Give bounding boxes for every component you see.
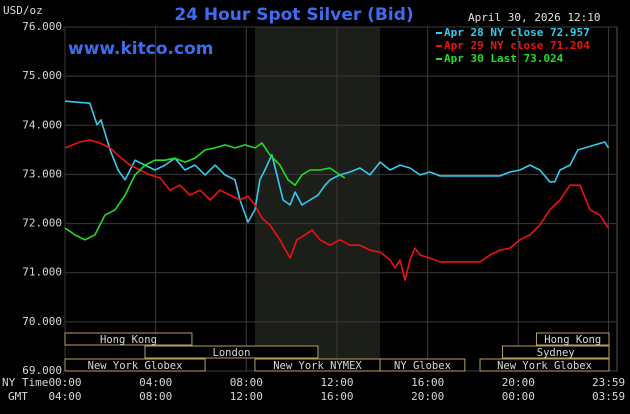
session-box [479, 358, 610, 372]
x-axis-label: NY Time [2, 376, 48, 389]
session-shade [254, 27, 381, 371]
y-tick-label: 73.000 [22, 167, 62, 180]
legend-entry: Apr 30 Last 73.024 [444, 52, 564, 65]
y-tick-label: 76.000 [22, 20, 62, 33]
x2-tick-label: 08:00 [139, 390, 172, 403]
session-box [501, 345, 610, 359]
series-line [64, 142, 346, 241]
x-tick-label: 00:00 [48, 376, 81, 389]
session-label: Sydney [537, 347, 575, 359]
y-tick-label: 72.000 [22, 217, 62, 230]
x-tick-label: 04:00 [139, 376, 172, 389]
session-box [379, 358, 466, 372]
y-tick-label: 74.000 [22, 118, 62, 131]
legend-entry: Apr 28 NY close 72.957 [444, 26, 590, 39]
y-tick-label: 75.000 [22, 69, 62, 82]
x2-tick-label: 12:00 [230, 390, 263, 403]
x-tick-label: 12:00 [320, 376, 353, 389]
x2-tick-label: 03:59 [592, 390, 625, 403]
x2-tick-label: 16:00 [320, 390, 353, 403]
x2-tick-label: 04:00 [48, 390, 81, 403]
session-label: New York NYMEX [273, 360, 362, 372]
series-line [64, 139, 610, 281]
chart-title: 24 Hour Spot Silver (Bid) [174, 5, 413, 25]
y-tick-label: 71.000 [22, 266, 62, 279]
x-tick-label: 20:00 [502, 376, 535, 389]
x-tick-label: 16:00 [411, 376, 444, 389]
x2-tick-label: 00:00 [502, 390, 535, 403]
y-tick-label: 70.000 [22, 315, 62, 328]
session-label: NY Globex [394, 360, 451, 372]
session-box [535, 332, 610, 346]
session-box [64, 358, 206, 372]
watermark: www.kitco.com [68, 39, 213, 59]
x-tick-label: 23:59 [592, 376, 625, 389]
session-label: New York Globex [497, 360, 592, 372]
session-box [64, 332, 193, 346]
session-box [144, 345, 319, 359]
timestamp: April 30, 2026 12:10 [468, 11, 600, 24]
session-label: Hong Kong [100, 334, 157, 346]
x2-tick-label: 20:00 [411, 390, 444, 403]
x2-axis-label: GMT [8, 390, 28, 403]
session-label: Hong Kong [544, 334, 601, 346]
series-line [64, 100, 610, 223]
legend-entry: Apr 29 NY close 71.204 [444, 39, 590, 52]
y-axis-label: USD/oz [3, 4, 43, 17]
session-label: London [213, 347, 251, 359]
y-tick-label: 69.000 [22, 364, 62, 377]
x-tick-label: 08:00 [230, 376, 263, 389]
session-label: New York Globex [88, 360, 183, 372]
